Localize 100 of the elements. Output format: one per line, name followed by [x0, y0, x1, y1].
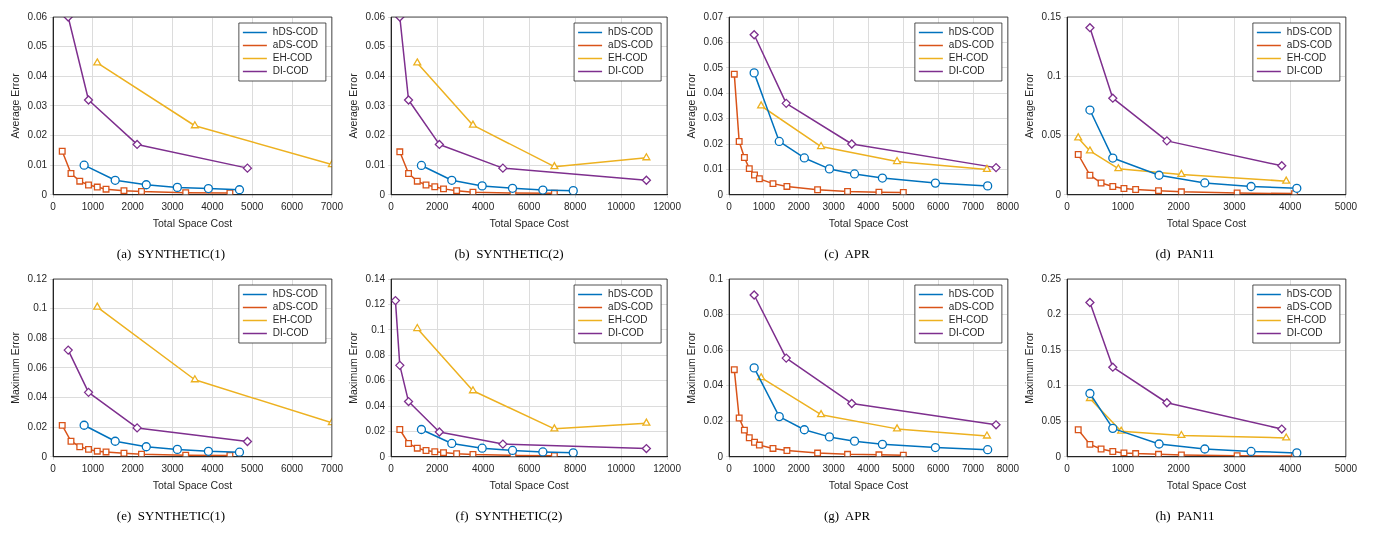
- legend-label: EH-COD: [948, 52, 989, 64]
- y-tick-label: 0: [1055, 450, 1062, 462]
- x-tick-label: 4000: [1278, 200, 1302, 212]
- y-tick-label: 0: [1055, 188, 1062, 200]
- x-tick-label: 1000: [81, 200, 105, 212]
- text: (d) PAN11: [1155, 245, 1215, 261]
- y-tick-label: 0: [41, 450, 48, 462]
- y-tick-label: 0.1: [371, 323, 386, 335]
- y-tick-label: 0.04: [365, 70, 386, 82]
- y-axis-title: Average Error: [1023, 72, 1036, 139]
- x-tick-label: 3000: [161, 200, 185, 212]
- y-axis-title: Maximum Error: [9, 331, 22, 404]
- legend-label: DI-COD: [272, 327, 309, 339]
- y-tick-label: 0.08: [703, 308, 724, 320]
- text: (b) SYNTHETIC(2): [454, 245, 564, 261]
- x-tick-label: 2000: [1167, 462, 1191, 474]
- y-tick-label: 0.02: [365, 425, 386, 437]
- y-tick-label: 0.1: [709, 272, 724, 284]
- x-tick-label: 12000: [653, 462, 682, 474]
- y-axis-title: Maximum Error: [347, 331, 360, 404]
- x-tick-label: 8000: [996, 200, 1020, 212]
- x-tick-label: 1000: [81, 462, 105, 474]
- y-tick-label: 0.14: [365, 272, 386, 284]
- legend-label: aDS-COD: [608, 39, 654, 51]
- legend-label: EH-COD: [948, 314, 989, 326]
- y-tick-label: 0.06: [365, 10, 386, 22]
- y-tick-label: 0.25: [1041, 272, 1062, 284]
- legend-label: DI-COD: [608, 65, 644, 77]
- y-tick-label: 0.2: [1047, 308, 1062, 320]
- x-tick-label: 7000: [961, 462, 985, 474]
- y-tick-label: 0.04: [365, 399, 386, 411]
- x-tick-label: 1000: [752, 462, 776, 474]
- x-tick-label: 3000: [822, 200, 846, 212]
- text: (e) SYNTHETIC(1): [116, 507, 226, 523]
- y-tick-label: 0.1: [1047, 379, 1062, 391]
- legend-label: aDS-COD: [608, 301, 654, 313]
- x-tick-label: 5000: [1334, 200, 1358, 212]
- y-tick-label: 0.01: [703, 163, 724, 175]
- y-tick-label: 0.15: [1041, 343, 1062, 355]
- legend-label: hDS-COD: [272, 26, 318, 38]
- x-tick-label: 2000: [787, 462, 811, 474]
- y-tick-label: 0: [379, 450, 386, 462]
- x-tick-label: 0: [388, 462, 395, 474]
- y-tick-label: 0.02: [365, 129, 386, 141]
- y-tick-label: 0.06: [27, 361, 48, 373]
- x-tick-label: 0: [1064, 462, 1071, 474]
- x-tick-label: 5000: [241, 200, 264, 212]
- text: (a) SYNTHETIC(1): [116, 245, 226, 261]
- legend-label: EH-COD: [608, 52, 648, 64]
- y-tick-label: 0.1: [33, 302, 48, 314]
- x-tick-label: 4000: [471, 462, 495, 474]
- x-tick-label: 1000: [752, 200, 776, 212]
- y-tick-label: 0.04: [703, 379, 724, 391]
- x-tick-label: 6000: [927, 462, 950, 474]
- legend-label: EH-COD: [1286, 52, 1327, 64]
- y-tick-label: 0.15: [1041, 10, 1062, 22]
- legend-label: aDS-COD: [948, 301, 994, 313]
- y-tick-label: 0.02: [27, 129, 48, 141]
- legend-label: hDS-COD: [1286, 26, 1332, 38]
- y-axis-title: Maximum Error: [685, 331, 698, 404]
- x-tick-label: 6000: [280, 200, 304, 212]
- y-axis-title: Maximum Error: [1023, 331, 1036, 404]
- y-tick-label: 0.06: [365, 374, 386, 386]
- x-axis-title: Total Space Cost: [152, 216, 233, 229]
- y-tick-label: 0.08: [365, 348, 386, 360]
- y-tick-label: 0.03: [703, 112, 724, 124]
- y-tick-label: 0.06: [703, 36, 724, 48]
- legend-label: EH-COD: [272, 52, 313, 64]
- x-tick-label: 2000: [425, 200, 449, 212]
- x-tick-label: 4000: [471, 200, 495, 212]
- y-tick-label: 0.05: [27, 40, 48, 52]
- x-tick-label: 3000: [822, 462, 846, 474]
- x-tick-label: 6000: [927, 200, 950, 212]
- x-tick-label: 2000: [121, 200, 145, 212]
- y-tick-label: 0.05: [365, 40, 386, 52]
- x-tick-label: 0: [50, 462, 57, 474]
- x-tick-label: 8000: [563, 200, 587, 212]
- x-axis-title: Total Space Cost: [1166, 478, 1247, 491]
- y-tick-label: 0.01: [27, 158, 48, 170]
- y-tick-label: 0.04: [27, 391, 48, 403]
- legend-label: aDS-COD: [272, 39, 318, 51]
- legend-label: hDS-COD: [948, 288, 994, 300]
- y-tick-label: 0.04: [27, 70, 48, 82]
- text: (c) APR: [824, 245, 871, 261]
- y-tick-label: 0: [379, 188, 386, 200]
- x-tick-label: 8000: [996, 462, 1020, 474]
- x-tick-label: 1000: [1111, 200, 1135, 212]
- legend-label: EH-COD: [1286, 314, 1327, 326]
- x-tick-label: 4000: [201, 462, 224, 474]
- y-tick-label: 0.12: [365, 298, 386, 310]
- y-tick-label: 0.1: [1047, 70, 1062, 82]
- legend-label: DI-COD: [948, 327, 985, 339]
- x-tick-label: 0: [50, 200, 57, 212]
- legend-label: hDS-COD: [948, 26, 994, 38]
- y-axis-title: Average Error: [685, 72, 698, 139]
- y-tick-label: 0.03: [365, 99, 386, 111]
- legend-label: DI-COD: [272, 65, 309, 77]
- legend-label: aDS-COD: [1286, 39, 1332, 51]
- y-tick-label: 0: [41, 188, 48, 200]
- x-tick-label: 7000: [320, 462, 344, 474]
